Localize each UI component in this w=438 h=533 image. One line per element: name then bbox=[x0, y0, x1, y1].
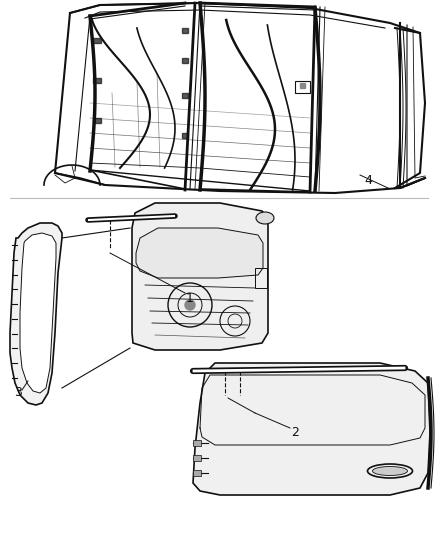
Ellipse shape bbox=[256, 212, 274, 224]
Polygon shape bbox=[193, 363, 430, 495]
Bar bbox=[182, 93, 188, 98]
Bar bbox=[193, 470, 201, 476]
Text: 1: 1 bbox=[186, 292, 194, 304]
Bar bbox=[193, 440, 201, 446]
Bar bbox=[182, 58, 188, 63]
Polygon shape bbox=[136, 228, 263, 278]
Bar bbox=[182, 28, 188, 33]
Bar bbox=[93, 38, 101, 43]
Text: 4: 4 bbox=[364, 174, 372, 188]
Polygon shape bbox=[20, 233, 56, 393]
Bar bbox=[255, 268, 267, 288]
Bar bbox=[193, 455, 201, 461]
Bar bbox=[93, 118, 101, 123]
Ellipse shape bbox=[372, 466, 407, 475]
Circle shape bbox=[185, 300, 195, 310]
Bar bbox=[93, 78, 101, 83]
Polygon shape bbox=[10, 223, 62, 405]
Text: 2: 2 bbox=[291, 426, 299, 440]
Bar bbox=[300, 83, 305, 88]
Bar bbox=[295, 81, 310, 93]
Bar bbox=[182, 133, 188, 138]
Text: 3: 3 bbox=[14, 386, 22, 400]
Polygon shape bbox=[132, 203, 268, 350]
